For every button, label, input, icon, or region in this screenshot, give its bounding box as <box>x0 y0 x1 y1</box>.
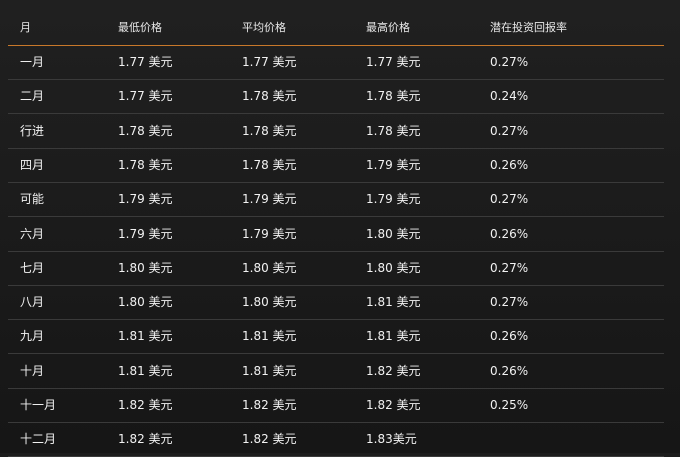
table-cell: 1.81 美元 <box>118 363 173 378</box>
table-cell: 0.25% <box>490 398 529 412</box>
table-cell: 1.78 美元 <box>118 157 173 172</box>
table-cell: 1.81 美元 <box>366 329 421 344</box>
table-cell: 月 <box>20 21 31 34</box>
table-cell: 最低价格 <box>118 21 162 34</box>
table-cell: 十一月 <box>20 398 57 412</box>
table-cell: 0.26% <box>490 329 529 344</box>
table-cell: 0.27% <box>490 55 529 69</box>
table-cell: 1.79 美元 <box>366 157 421 172</box>
table-cell: 一月 <box>20 55 45 69</box>
table-cell: 1.79 美元 <box>242 192 297 207</box>
table-cell: 1.79 美元 <box>366 192 421 207</box>
table-cell: 九月 <box>20 329 45 344</box>
table-cell: 1.79 美元 <box>118 192 173 207</box>
table-row: 行进 1.78 美元 1.78 美元 1.78 美元 0.27% <box>8 114 664 149</box>
table-cell: 二月 <box>20 89 45 104</box>
table-cell: 0.27% <box>490 260 529 275</box>
table-cell: 1.78 美元 <box>366 89 421 104</box>
table-cell: 1.80 美元 <box>118 295 173 310</box>
table-cell: 1.82 美元 <box>242 398 297 412</box>
table-cell: 1.78 美元 <box>118 123 173 138</box>
table-cell: 1.80 美元 <box>242 260 297 275</box>
table-cell: 行进 <box>20 123 45 138</box>
header-row: 月 最低价格 平均价格 最高价格 潜在投资回报率 <box>8 11 664 46</box>
table-cell: 1.81 美元 <box>118 329 173 344</box>
table-cell: 0.26% <box>490 363 529 378</box>
table-cell: 1.77 美元 <box>242 55 297 69</box>
table-cell: 平均价格 <box>242 21 286 34</box>
table-cell: 十月 <box>20 363 45 378</box>
table-cell: 1.78 美元 <box>242 123 297 138</box>
table-row: 四月 1.78 美元 1.78 美元 1.79 美元 0.26% <box>8 148 664 183</box>
table-row: 十一月 1.82 美元 1.82 美元 1.82 美元 0.25% <box>8 388 664 423</box>
table-cell: 1.82 美元 <box>118 432 173 447</box>
table-cell: 0.26% <box>490 157 529 172</box>
table-cell: 1.81 美元 <box>366 295 421 310</box>
table-cell: 1.80 美元 <box>118 260 173 275</box>
table-row: 八月 1.80 美元 1.80 美元 1.81 美元 0.27% <box>8 285 664 321</box>
table-cell: 可能 <box>20 192 45 207</box>
table-cell: 1.78 美元 <box>242 157 297 172</box>
table-cell: 0.27% <box>490 295 529 310</box>
table-cell: 1.82 美元 <box>242 432 297 447</box>
table-cell: 1.77 美元 <box>118 89 173 104</box>
table-cell: 1.80 美元 <box>366 226 421 241</box>
table-cell: 1.80 美元 <box>366 260 421 275</box>
table-row: 六月 1.79 美元 1.79 美元 1.80 美元 0.26% <box>8 217 664 252</box>
table-row: 七月 1.80 美元 1.80 美元 1.80 美元 0.27% <box>8 251 664 286</box>
table-row: 九月 1.81 美元 1.81 美元 1.81 美元 0.26% <box>8 319 664 355</box>
table-cell: 1.79 美元 <box>242 226 297 241</box>
table-row: 一月 1.77 美元 1.77 美元 1.77 美元 0.27% <box>8 45 664 80</box>
table-cell: 1.82 美元 <box>366 363 421 378</box>
table-cell: 1.78 美元 <box>366 123 421 138</box>
table-cell: 1.81 美元 <box>242 363 297 378</box>
table-cell: 1.79 美元 <box>118 226 173 241</box>
table-cell: 1.81 美元 <box>242 329 297 344</box>
table-cell: 1.77 美元 <box>366 55 421 69</box>
table-row: 二月 1.77 美元 1.78 美元 1.78 美元 0.24% <box>8 79 664 115</box>
table-cell: 最高价格 <box>366 21 410 34</box>
table-cell: 七月 <box>20 260 45 275</box>
table-row: 十二月 1.82 美元 1.82 美元 1.83美元 <box>8 422 664 457</box>
table-cell: 0.24% <box>490 89 529 104</box>
table-cell: 1.77 美元 <box>118 55 173 69</box>
table-cell: 潜在投资回报率 <box>490 21 567 34</box>
table-cell: 1.83美元 <box>366 432 417 447</box>
table-cell: 1.78 美元 <box>242 89 297 104</box>
table-cell: 1.82 美元 <box>118 398 173 412</box>
table-cell: 1.82 美元 <box>366 398 421 412</box>
table-row: 可能 1.79 美元 1.79 美元 1.79 美元 0.27% <box>8 182 664 218</box>
table-cell: 八月 <box>20 295 45 310</box>
table-cell: 1.80 美元 <box>242 295 297 310</box>
table-cell: 十二月 <box>20 432 57 447</box>
table-cell: 四月 <box>20 157 45 172</box>
table-cell: 0.26% <box>490 226 529 241</box>
table-cell: 0.27% <box>490 192 529 207</box>
table-cell: 0.27% <box>490 123 529 138</box>
table-cell: 六月 <box>20 226 45 241</box>
table-row: 十月 1.81 美元 1.81 美元 1.82 美元 0.26% <box>8 354 664 389</box>
